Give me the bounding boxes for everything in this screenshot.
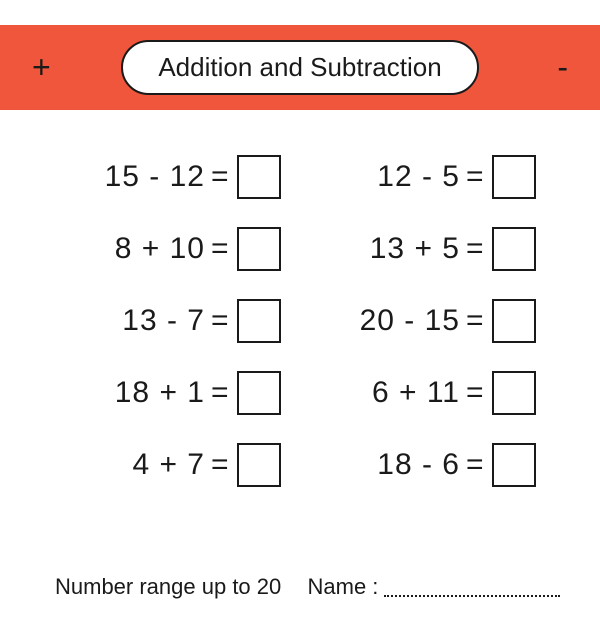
problems-grid: 15 - 12 = 12 - 5 = 8 + 10 = 13 + 5 = 13 … — [0, 110, 600, 517]
equals-sign: = — [466, 304, 484, 338]
equals-sign: = — [211, 376, 229, 410]
expression: 13 + 5 — [310, 232, 460, 266]
header-bar: + Addition and Subtraction - — [0, 25, 600, 110]
expression: 12 - 5 — [310, 160, 460, 194]
answer-box[interactable] — [237, 443, 281, 487]
equals-sign: = — [466, 448, 484, 482]
problem-row: 18 - 6 = — [310, 433, 555, 497]
problem-row: 15 - 12 = — [55, 145, 300, 209]
equals-sign: = — [466, 160, 484, 194]
problem-row: 20 - 15 = — [310, 289, 555, 353]
answer-box[interactable] — [492, 227, 536, 271]
name-field[interactable]: Name : — [308, 574, 561, 600]
problem-row: 6 + 11 = — [310, 361, 555, 425]
footer: Number range up to 20 Name : — [0, 574, 600, 600]
plus-icon: + — [32, 49, 51, 86]
answer-box[interactable] — [492, 443, 536, 487]
expression: 15 - 12 — [55, 160, 205, 194]
equals-sign: = — [466, 232, 484, 266]
answer-box[interactable] — [237, 299, 281, 343]
expression: 20 - 15 — [310, 304, 460, 338]
problem-row: 18 + 1 = — [55, 361, 300, 425]
expression: 6 + 11 — [310, 376, 460, 410]
problem-row: 13 - 7 = — [55, 289, 300, 353]
equals-sign: = — [211, 160, 229, 194]
expression: 18 + 1 — [55, 376, 205, 410]
expression: 13 - 7 — [55, 304, 205, 338]
range-note: Number range up to 20 — [55, 574, 308, 600]
page-title: Addition and Subtraction — [121, 40, 478, 95]
expression: 4 + 7 — [55, 448, 205, 482]
problem-row: 12 - 5 = — [310, 145, 555, 209]
minus-icon: - — [557, 49, 568, 86]
problem-row: 8 + 10 = — [55, 217, 300, 281]
problem-row: 4 + 7 = — [55, 433, 300, 497]
name-label: Name : — [308, 574, 379, 600]
answer-box[interactable] — [492, 371, 536, 415]
expression: 18 - 6 — [310, 448, 460, 482]
equals-sign: = — [211, 304, 229, 338]
equals-sign: = — [211, 448, 229, 482]
answer-box[interactable] — [237, 155, 281, 199]
expression: 8 + 10 — [55, 232, 205, 266]
problem-row: 13 + 5 = — [310, 217, 555, 281]
name-line — [384, 595, 560, 597]
answer-box[interactable] — [492, 299, 536, 343]
answer-box[interactable] — [492, 155, 536, 199]
answer-box[interactable] — [237, 371, 281, 415]
equals-sign: = — [466, 376, 484, 410]
answer-box[interactable] — [237, 227, 281, 271]
equals-sign: = — [211, 232, 229, 266]
